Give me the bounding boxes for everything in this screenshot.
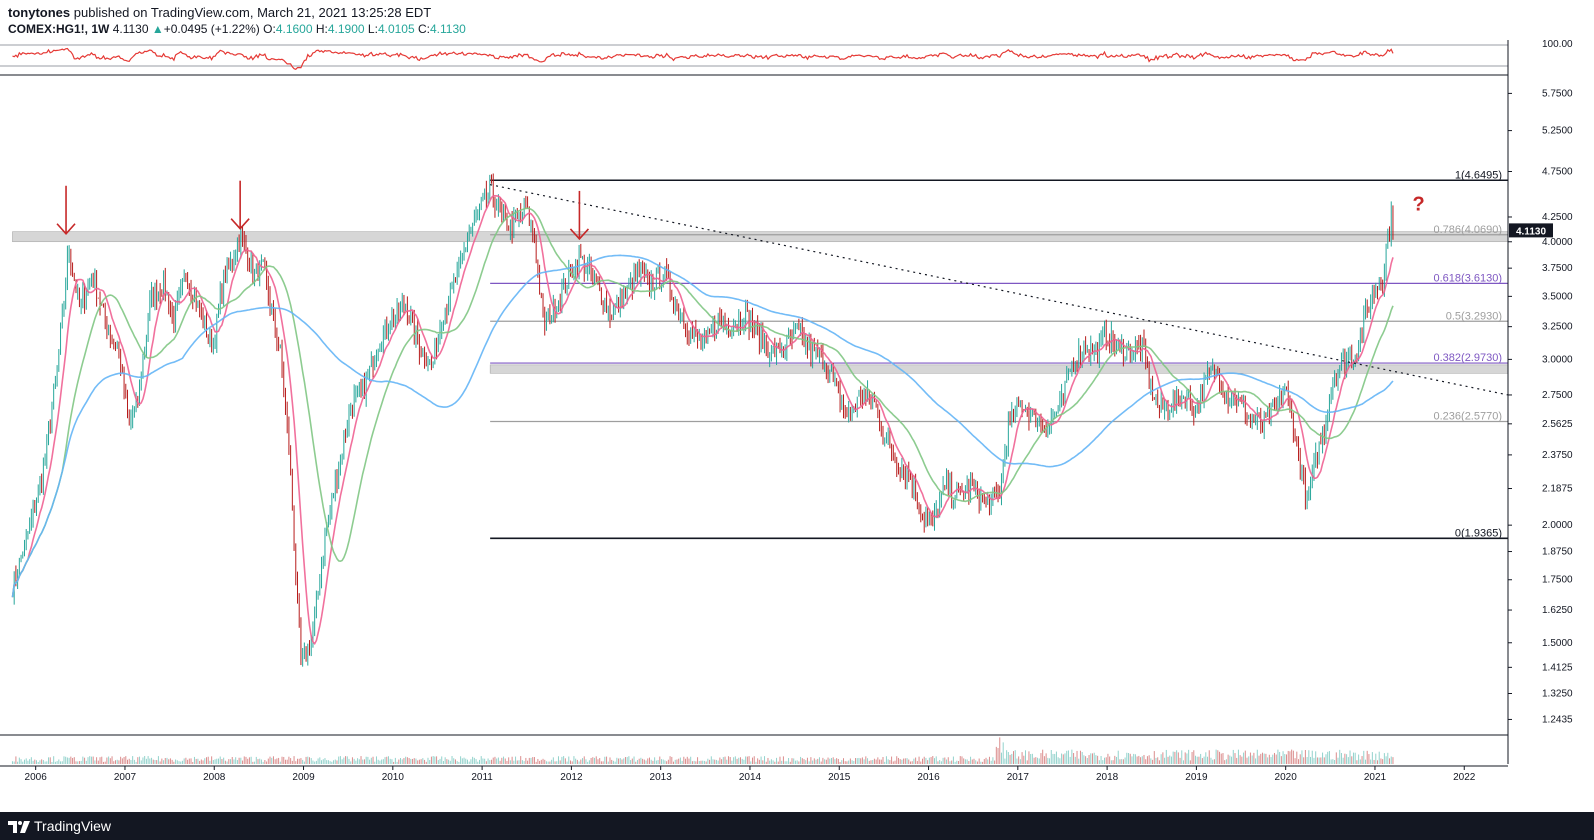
arrow-head-icon [230,218,250,230]
x-tick-label: 2007 [114,772,137,783]
resistance-zone[interactable] [12,231,1509,243]
oscillator-axis-label: 100.00 [1542,39,1573,50]
last-price-badge-label: 4.1130 [1516,226,1546,237]
x-tick-label: 2016 [917,772,940,783]
time-axis[interactable]: 2006 2007 2008 2009 2010 2011 2012 2013 2014 2015… [0,765,1508,783]
y-tick-label: 4.2500 [1542,212,1573,223]
change-value: +0.0495 (+1.22%) [163,22,260,36]
ma-mid-line[interactable] [11,207,1394,598]
price-axis[interactable]: 100.00 5.7500 5.2500 4.7500 4.2500 4.0000 3.75… [1507,39,1573,764]
open-value: 4.1600 [275,22,313,36]
author-name[interactable]: tonytones [8,5,71,20]
oscillator-line[interactable] [12,47,1394,70]
tradingview-brand-label: TradingView [34,818,112,834]
y-tick-label: 1.2435 [1542,714,1573,725]
y-tick-label: 1.8750 [1542,547,1573,558]
fib-level-label: 0(1.9365) [1455,527,1502,539]
fib-level-label: 0.5(3.2930) [1446,310,1502,322]
x-tick-label: 2008 [203,772,226,783]
y-tick-label: 5.2500 [1542,126,1573,137]
x-tick-label: 2019 [1185,772,1208,783]
question-mark: ? [1412,193,1424,215]
y-tick-label: 3.5000 [1542,291,1573,302]
y-tick-label: 2.3750 [1542,450,1573,461]
last-price: 4.1130 [112,22,149,36]
publish-info: published on TradingView.com, March 21, … [73,5,432,20]
y-tick-label: 3.2500 [1542,322,1573,333]
volume-pane [11,737,1394,764]
high-value: 4.1900 [327,22,365,36]
ohlc-legend: COMEX:HG1!, 1W 4.1130 ▲+0.0495 (+1.22%) … [8,21,1508,38]
ma-fast-line[interactable] [11,194,1394,646]
high-label: H: [315,22,328,36]
y-tick-label: 1.3250 [1542,688,1573,699]
y-tick-label: 1.5000 [1542,638,1573,649]
x-tick-label: 2006 [25,772,48,783]
chart-header: tonytones published on TradingView.com, … [8,4,1508,40]
y-tick-label: 2.1875 [1542,484,1573,495]
low-value: 4.0105 [377,22,415,36]
footer-bar: TradingView [0,812,1594,840]
y-tick-label: 4.0000 [1542,237,1573,248]
y-tick-label: 3.7500 [1542,263,1573,274]
publish-line: tonytones published on TradingView.com, … [8,4,1508,21]
change-arrow-icon: ▲ [151,22,164,36]
x-tick-label: 2015 [828,772,851,783]
fib-level-label: 0.786(4.0690) [1434,224,1503,236]
open-label: O: [263,22,276,36]
x-tick-label: 2018 [1096,772,1119,783]
arrow-head-icon [56,223,76,235]
x-tick-label: 2020 [1275,772,1298,783]
symbol-label[interactable]: COMEX:HG1!, 1W [8,22,110,36]
fib-level-label: 0.236(2.5770) [1434,411,1503,423]
tradingview-logo-icon [8,821,30,834]
fib-level-label: 0.618(3.6130) [1434,272,1503,284]
y-tick-label: 2.7500 [1542,390,1573,401]
x-tick-label: 2022 [1453,772,1476,783]
x-tick-label: 2014 [739,772,762,783]
y-tick-label: 2.5625 [1542,419,1573,430]
y-tick-label: 1.4125 [1542,662,1573,673]
x-tick-label: 2011 [471,772,493,783]
arrow-head-icon [569,228,590,241]
close-value: 4.1130 [429,22,466,36]
y-tick-label: 4.7500 [1542,167,1573,178]
fib-level-label: 0.382(2.9730) [1434,352,1503,364]
x-tick-label: 2013 [650,772,673,783]
last-price-badge[interactable] [1509,223,1553,238]
ma-slow-line[interactable] [11,254,1394,598]
price-pane[interactable]: 1(4.6495) 0.786(4.0690) 0.618(3.6130) 0.5(3… [0,74,1509,736]
y-tick-label: 1.7500 [1542,575,1573,586]
x-tick-label: 2010 [382,772,405,783]
x-tick-label: 2021 [1364,772,1387,783]
oscillator-pane [0,44,1508,70]
x-tick-label: 2012 [560,772,583,783]
y-tick-label: 3.0000 [1542,354,1573,365]
x-tick-label: 2009 [292,772,315,783]
x-tick-label: 2017 [1007,772,1030,783]
low-label: L: [367,22,378,36]
y-tick-label: 2.0000 [1542,520,1573,531]
y-tick-label: 1.6250 [1542,605,1573,616]
y-tick-label: 5.7500 [1542,88,1573,99]
close-label: C: [417,22,430,36]
tradingview-brand[interactable]: TradingView [8,818,111,834]
fib-level-label: 1(4.6495) [1455,169,1502,181]
